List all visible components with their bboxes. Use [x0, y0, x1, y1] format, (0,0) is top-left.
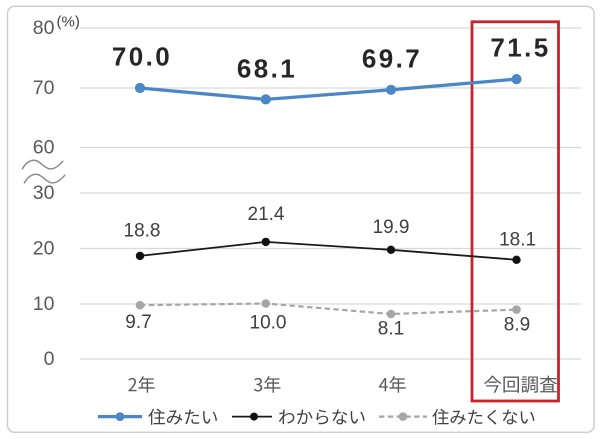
svg-text:70.0: 70.0	[112, 42, 172, 72]
svg-text:18.1: 18.1	[499, 229, 536, 250]
svg-text:21.4: 21.4	[248, 204, 285, 225]
svg-text:68.1: 68.1	[237, 53, 297, 83]
svg-text:19.9: 19.9	[373, 217, 410, 238]
svg-text:20: 20	[33, 237, 55, 259]
svg-text:70: 70	[33, 77, 55, 99]
svg-text:69.7: 69.7	[362, 44, 422, 74]
svg-text:10: 10	[33, 293, 55, 315]
svg-text:71.5: 71.5	[490, 33, 550, 63]
svg-text:0: 0	[44, 348, 55, 370]
svg-text:9.7: 9.7	[125, 312, 151, 333]
svg-text:80: 80	[33, 17, 55, 39]
svg-text:8.1: 8.1	[378, 319, 404, 340]
svg-text:30: 30	[33, 182, 55, 204]
svg-text:10.0: 10.0	[250, 313, 287, 334]
svg-text:(%): (%)	[57, 14, 80, 31]
svg-text:18.8: 18.8	[124, 221, 161, 242]
svg-text:8.9: 8.9	[504, 314, 530, 335]
svg-text:60: 60	[33, 136, 55, 158]
